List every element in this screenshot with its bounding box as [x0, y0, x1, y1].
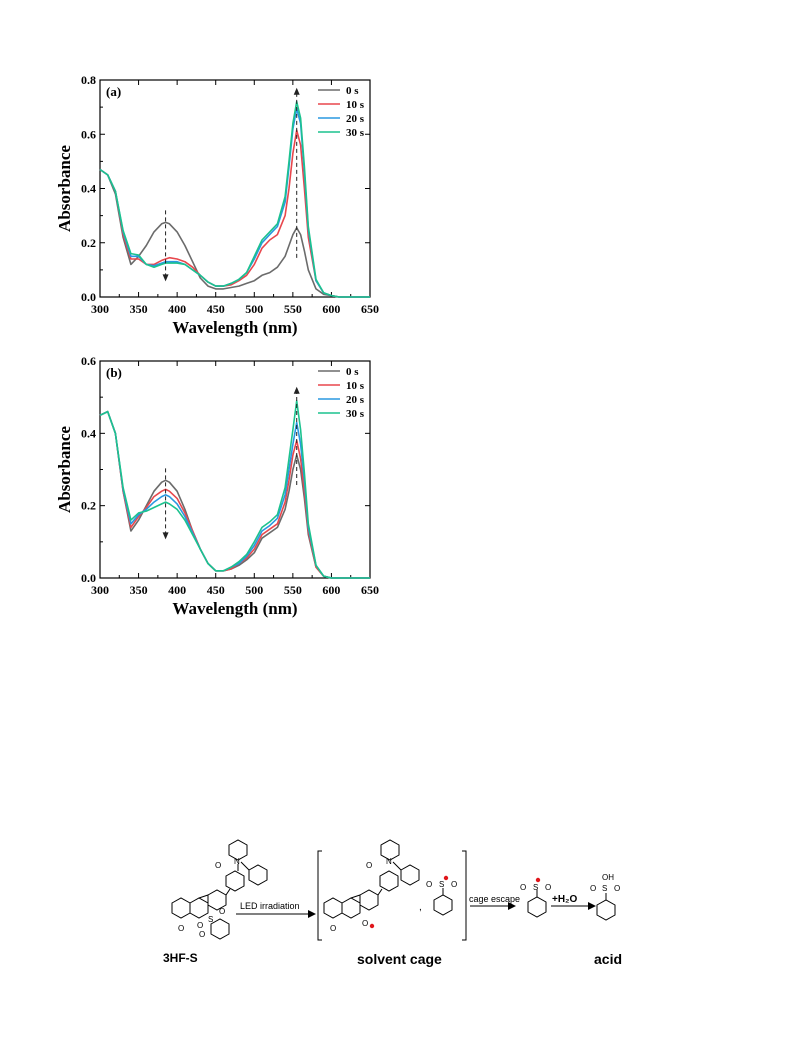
trend-arrowhead: [162, 274, 169, 282]
chart-panel-a: 300 350 400 450 500 550 600 650 0.0 0.2 0.4 0.6 0.8 W…: [55, 73, 379, 337]
x-tick-label: 300: [91, 583, 109, 597]
atom-label: O: [215, 861, 221, 870]
atom-label: O: [614, 884, 620, 893]
x-tick-label: 600: [322, 583, 340, 597]
atom-label: O: [426, 880, 432, 889]
y-tick-label: 0.4: [81, 182, 96, 196]
arrow-1-label: LED irradiation: [240, 901, 300, 911]
x-tick-label: 600: [322, 302, 340, 316]
cage-sulfonyl-ring: [433, 894, 453, 916]
radical-dot: [369, 923, 375, 929]
atom-label: O: [366, 861, 372, 870]
legend-label: 10 s: [346, 99, 365, 111]
atom-label: O: [520, 883, 526, 892]
legend-label: 20 s: [346, 113, 365, 125]
reactant-label: 3HF-S: [163, 951, 198, 965]
atom-label: O: [590, 884, 596, 893]
atom-label: S: [602, 884, 607, 893]
legend-label: 0 s: [346, 366, 359, 378]
panel-label: (a): [106, 84, 121, 99]
legend-label: 30 s: [346, 127, 365, 139]
atom-label: O: [219, 907, 225, 916]
plot-frame: [99, 79, 371, 298]
arrow-2-label: cage escape: [469, 894, 520, 904]
acid-ring: [596, 899, 616, 921]
y-axis-label: Absorbance: [55, 426, 74, 513]
x-tick-label: 550: [284, 302, 302, 316]
atom-label: O: [545, 883, 551, 892]
cage-bracket-left: [317, 850, 322, 941]
trend-arrowhead: [293, 87, 300, 95]
free-sulfonyl-ring: [527, 896, 547, 918]
chart-panel-b: 300 350 400 450 500 550 600 650 0.0 0.2 0.4 0.6 Wave…: [55, 354, 379, 618]
product-label: acid: [594, 951, 622, 967]
comma: ,: [419, 902, 422, 913]
panel-label: (b): [106, 365, 122, 380]
atom-label: OH: [602, 873, 614, 882]
x-tick-label: 450: [207, 302, 225, 316]
reaction-scheme-text: O N O O S O O 3HF-S LED irradiation O N …: [163, 857, 622, 967]
x-tick-label: 450: [207, 583, 225, 597]
legend-label: 20 s: [346, 394, 365, 406]
series-line: [99, 100, 370, 298]
trend-arrowhead: [293, 386, 300, 394]
series-line: [99, 129, 370, 298]
series-line: [99, 410, 370, 579]
trend-arrowhead: [162, 532, 169, 540]
x-tick-label: 500: [245, 302, 263, 316]
y-tick-label: 0.8: [81, 73, 96, 87]
x-tick-label: 650: [361, 302, 379, 316]
y-tick-label: 0.0: [81, 571, 96, 585]
y-axis-label: Absorbance: [55, 145, 74, 232]
legend-label: 30 s: [346, 408, 365, 420]
atom-label: O: [362, 919, 368, 928]
atom-label: S: [533, 883, 538, 892]
y-tick-label: 0.2: [81, 236, 96, 250]
x-tick-label: 650: [361, 583, 379, 597]
radical-dot: [443, 875, 449, 881]
series-line: [99, 107, 370, 298]
y-tick-label: 0.2: [81, 499, 96, 513]
atom-label: O: [199, 930, 205, 939]
reaction-scheme: [171, 839, 616, 941]
series-line: [99, 168, 370, 298]
x-axis-label: Wavelength (nm): [172, 599, 297, 618]
cage-bracket-right: [462, 850, 467, 941]
y-tick-label: 0.4: [81, 426, 96, 440]
atom-label: O: [330, 924, 336, 933]
x-axis-label: Wavelength (nm): [172, 318, 297, 337]
atom-label: S: [439, 880, 444, 889]
x-tick-label: 400: [168, 583, 186, 597]
atom-label: N: [386, 857, 392, 866]
legend-label: 10 s: [346, 380, 365, 392]
series-line: [99, 410, 370, 579]
y-tick-label: 0.0: [81, 290, 96, 304]
x-tick-label: 350: [130, 302, 148, 316]
plot-frame: [99, 360, 371, 579]
legend-label: 0 s: [346, 85, 359, 97]
x-tick-label: 500: [245, 583, 263, 597]
series-line: [99, 410, 370, 579]
y-tick-label: 0.6: [81, 127, 96, 141]
x-tick-label: 350: [130, 583, 148, 597]
x-tick-label: 300: [91, 302, 109, 316]
cage-label: solvent cage: [357, 951, 442, 967]
y-tick-label: 0.6: [81, 354, 96, 368]
atom-label: O: [178, 924, 184, 933]
reactant-structure: [171, 839, 268, 940]
series-line: [99, 400, 370, 579]
atom-label: O: [197, 921, 203, 930]
cage-flavone-structure: [323, 839, 420, 919]
atom-label: S: [208, 915, 213, 924]
arrow-3-label: +H₂O: [552, 894, 578, 905]
atom-label: O: [451, 880, 457, 889]
x-tick-label: 550: [284, 583, 302, 597]
radical-dot: [535, 877, 541, 883]
x-tick-label: 400: [168, 302, 186, 316]
atom-label: N: [234, 857, 240, 866]
